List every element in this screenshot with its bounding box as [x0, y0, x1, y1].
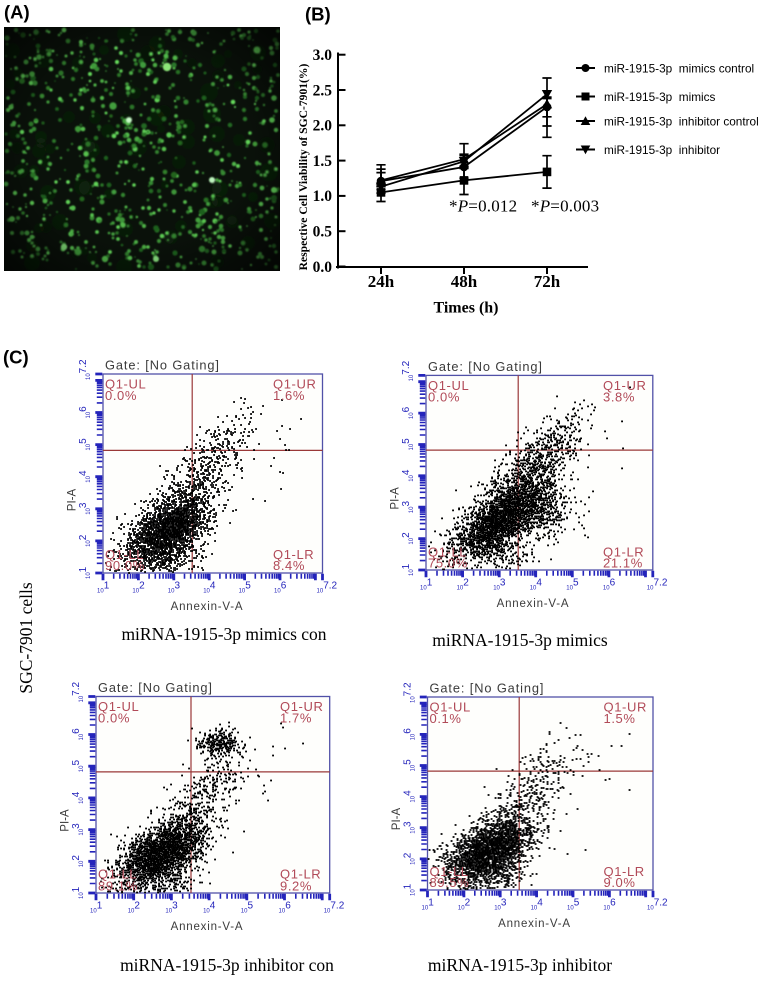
svg-text:89.1%: 89.1% [98, 879, 138, 894]
svg-text:miRNA-1915-3p inhibitor: miRNA-1915-3p inhibitor [428, 955, 612, 975]
svg-text:PI-A: PI-A [390, 487, 402, 510]
svg-text:miR-1915-3p inhibitor control: miR-1915-3p inhibitor control [604, 115, 759, 129]
svg-text:Q1-UL: Q1-UL [430, 700, 471, 715]
svg-text:Gate: [No Gating]: Gate: [No Gating] [98, 680, 213, 695]
svg-text:miRNA-1915-3p mimics con: miRNA-1915-3p mimics con [121, 624, 326, 644]
svg-text:89.5%: 89.5% [430, 875, 470, 890]
svg-text:0.0%: 0.0% [98, 711, 130, 726]
svg-text:0.0: 0.0 [313, 259, 333, 276]
svg-text:(A): (A) [4, 2, 30, 23]
svg-text:Respective Cell Viability of S: Respective Cell Viability of SGC-7901(%) [297, 63, 310, 270]
svg-text:PI-A: PI-A [60, 809, 72, 832]
svg-text:PI-A: PI-A [391, 807, 403, 830]
svg-text:Q1-UL: Q1-UL [105, 377, 146, 392]
svg-text:Q1-UR: Q1-UR [280, 699, 323, 714]
svg-text:3.8%: 3.8% [603, 389, 635, 404]
svg-text:Gate: [No Gating]: Gate: [No Gating] [430, 681, 545, 696]
svg-text:miR-1915-3p mimics control: miR-1915-3p mimics control [604, 62, 754, 76]
svg-text:miRNA-1915-3p mimics: miRNA-1915-3p mimics [432, 630, 608, 650]
svg-text:Q1-UR: Q1-UR [603, 378, 646, 393]
svg-text:Annexin-V-A: Annexin-V-A [498, 918, 571, 930]
svg-text:Annexin-V-A: Annexin-V-A [497, 598, 570, 610]
svg-text:Q1-LR: Q1-LR [273, 547, 314, 562]
svg-text:Annexin-V-A: Annexin-V-A [171, 601, 244, 613]
svg-text:0.5: 0.5 [313, 224, 333, 241]
svg-text:Q1-UR: Q1-UR [604, 700, 647, 715]
svg-text:1.5%: 1.5% [604, 711, 636, 726]
svg-text:Gate: [No Gating]: Gate: [No Gating] [428, 359, 543, 374]
svg-text:Times (h): Times (h) [433, 300, 498, 317]
svg-text:90.0%: 90.0% [105, 558, 145, 573]
svg-text:*P=0.012: *P=0.012 [449, 197, 517, 216]
svg-text:9.2%: 9.2% [280, 879, 312, 894]
svg-text:48h: 48h [451, 272, 478, 291]
svg-text:Q1-LR: Q1-LR [603, 544, 644, 559]
svg-text:3.0: 3.0 [313, 47, 333, 64]
svg-text:1.5: 1.5 [313, 153, 333, 170]
svg-text:miRNA-1915-3p inhibitor con: miRNA-1915-3p inhibitor con [120, 955, 334, 975]
svg-text:(B): (B) [305, 4, 331, 25]
svg-text:Q1-LR: Q1-LR [280, 867, 321, 882]
svg-text:Q1-LL: Q1-LL [105, 547, 144, 562]
svg-text:(C): (C) [3, 347, 29, 368]
svg-text:Q1-UL: Q1-UL [428, 378, 469, 393]
svg-text:9.0%: 9.0% [604, 875, 636, 890]
svg-text:Q1-LL: Q1-LL [98, 867, 137, 882]
svg-text:Q1-UL: Q1-UL [98, 699, 139, 714]
svg-text:miR-1915-3p mimics: miR-1915-3p mimics [604, 90, 716, 104]
svg-text:1.6%: 1.6% [273, 388, 305, 403]
svg-text:75.0%: 75.0% [428, 555, 468, 570]
svg-text:0.0%: 0.0% [105, 388, 137, 403]
svg-text:PI-A: PI-A [67, 488, 79, 511]
svg-text:Q1-LR: Q1-LR [604, 864, 645, 879]
svg-text:Annexin-V-A: Annexin-V-A [171, 921, 244, 933]
svg-text:*P=0.003: *P=0.003 [531, 197, 599, 216]
svg-text:SGC-7901 cells: SGC-7901 cells [16, 582, 36, 694]
svg-text:2.0: 2.0 [313, 118, 333, 135]
svg-text:Q1-LL: Q1-LL [428, 544, 467, 559]
svg-text:2.5: 2.5 [313, 82, 333, 99]
svg-text:72h: 72h [534, 272, 561, 291]
svg-text:Gate: [No Gating]: Gate: [No Gating] [105, 358, 220, 373]
svg-text:1.7%: 1.7% [280, 711, 312, 726]
svg-text:24h: 24h [368, 272, 395, 291]
svg-text:8.4%: 8.4% [273, 558, 305, 573]
svg-text:0.0%: 0.0% [428, 389, 460, 404]
svg-text:21.1%: 21.1% [603, 555, 643, 570]
svg-text:0.1%: 0.1% [430, 711, 462, 726]
svg-text:Q1-UR: Q1-UR [273, 377, 316, 392]
svg-text:1.0: 1.0 [313, 188, 333, 205]
svg-text:Q1-LL: Q1-LL [430, 864, 469, 879]
svg-text:miR-1915-3p inhibitor: miR-1915-3p inhibitor [604, 143, 720, 157]
